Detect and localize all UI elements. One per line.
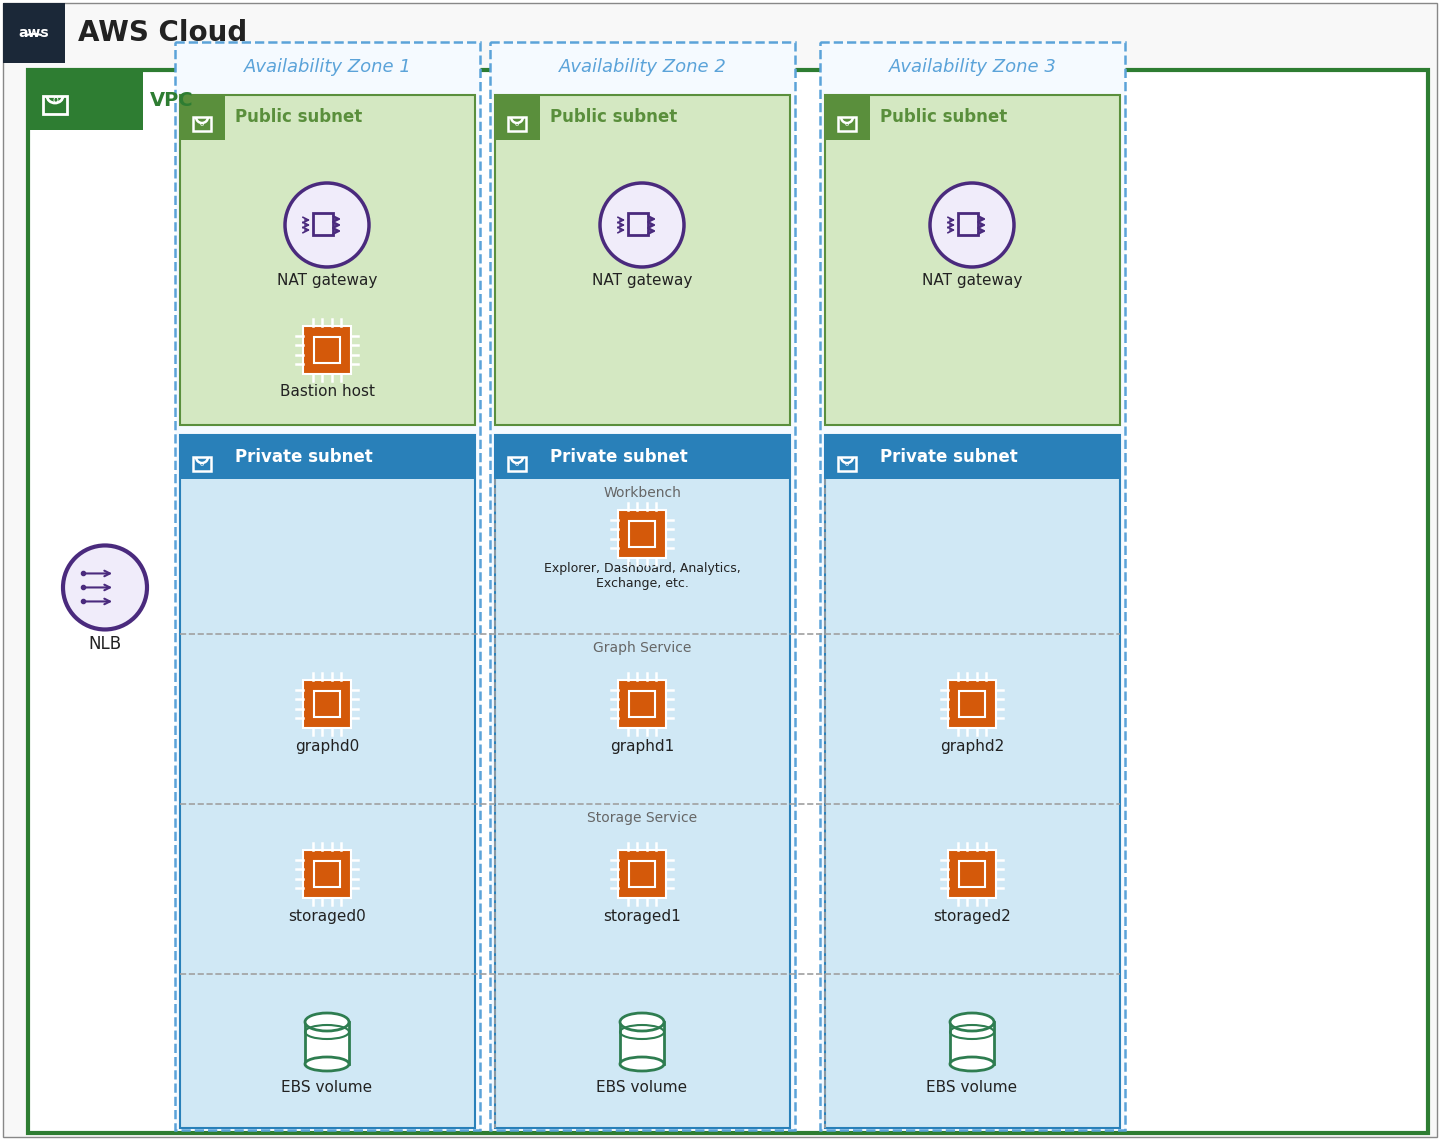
Bar — [825, 435, 1120, 1127]
Bar — [314, 691, 340, 717]
Text: o: o — [200, 461, 204, 467]
Bar — [618, 510, 665, 557]
Text: aws: aws — [19, 26, 49, 40]
Text: o: o — [845, 461, 850, 467]
Text: storaged0: storaged0 — [288, 909, 366, 923]
Circle shape — [600, 184, 684, 267]
Text: Storage Service: Storage Service — [588, 811, 697, 825]
Bar — [495, 95, 791, 425]
Ellipse shape — [305, 1057, 348, 1070]
Bar — [495, 435, 791, 479]
Bar — [27, 70, 143, 130]
Text: Private subnet: Private subnet — [880, 448, 1018, 466]
Bar — [302, 850, 351, 898]
Text: EBS volume: EBS volume — [926, 1080, 1018, 1094]
Bar — [628, 213, 648, 235]
Text: o: o — [845, 121, 850, 127]
Bar — [948, 850, 996, 898]
Bar — [958, 213, 978, 235]
Bar — [180, 435, 475, 1127]
Text: NAT gateway: NAT gateway — [922, 272, 1022, 287]
Text: EBS volume: EBS volume — [281, 1080, 373, 1094]
Circle shape — [63, 545, 147, 629]
Bar — [193, 117, 212, 131]
Bar — [302, 679, 351, 728]
Text: EBS volume: EBS volume — [596, 1080, 687, 1094]
Bar — [825, 95, 1120, 425]
Bar — [314, 336, 340, 364]
Bar — [618, 850, 665, 898]
Ellipse shape — [621, 1013, 664, 1031]
Text: VPC: VPC — [150, 90, 193, 109]
Bar — [629, 861, 655, 887]
Bar — [180, 435, 475, 479]
Text: graphd1: graphd1 — [611, 739, 674, 754]
Bar — [305, 1021, 348, 1064]
Bar — [825, 95, 870, 140]
Text: Private subnet: Private subnet — [550, 448, 688, 466]
Ellipse shape — [950, 1013, 994, 1031]
Bar — [819, 42, 1125, 1130]
Bar — [838, 117, 855, 131]
Bar — [180, 95, 225, 140]
Bar — [3, 3, 65, 63]
Text: AWS Cloud: AWS Cloud — [78, 19, 248, 47]
Bar — [629, 521, 655, 547]
Text: storaged1: storaged1 — [603, 909, 681, 923]
Text: Public subnet: Public subnet — [880, 108, 1007, 127]
Text: Public subnet: Public subnet — [235, 108, 363, 127]
Text: Availability Zone 3: Availability Zone 3 — [888, 58, 1057, 76]
Text: o: o — [516, 461, 520, 467]
Text: storaged2: storaged2 — [933, 909, 1011, 923]
Bar — [495, 435, 791, 1127]
Bar — [495, 95, 540, 140]
Text: NAT gateway: NAT gateway — [276, 272, 377, 287]
Bar — [629, 691, 655, 717]
Text: o: o — [52, 95, 58, 105]
Ellipse shape — [305, 1013, 348, 1031]
Bar — [302, 326, 351, 374]
Bar — [508, 457, 526, 471]
Text: Bastion host: Bastion host — [279, 384, 374, 399]
Bar — [314, 861, 340, 887]
Bar — [180, 95, 475, 425]
Text: graphd2: graphd2 — [940, 739, 1004, 754]
Bar — [490, 42, 795, 1130]
Text: NLB: NLB — [88, 635, 121, 653]
Text: Availability Zone 2: Availability Zone 2 — [559, 58, 726, 76]
Bar — [193, 457, 212, 471]
Bar — [621, 1021, 664, 1064]
Ellipse shape — [621, 1057, 664, 1070]
Text: Private subnet: Private subnet — [235, 448, 373, 466]
Text: Graph Service: Graph Service — [593, 641, 691, 656]
Circle shape — [285, 184, 369, 267]
Ellipse shape — [950, 1057, 994, 1070]
Bar — [508, 117, 526, 131]
Circle shape — [930, 184, 1014, 267]
Bar — [176, 42, 480, 1130]
Bar — [825, 435, 1120, 479]
Text: Availability Zone 1: Availability Zone 1 — [243, 58, 412, 76]
Text: Workbench: Workbench — [603, 486, 681, 500]
Bar — [618, 679, 665, 728]
Bar — [959, 861, 985, 887]
Text: o: o — [200, 121, 204, 127]
Bar — [838, 457, 855, 471]
Bar — [43, 96, 68, 114]
Bar — [950, 1021, 994, 1064]
Text: o: o — [516, 121, 520, 127]
Text: NAT gateway: NAT gateway — [592, 272, 693, 287]
Text: Explorer, Dashboard, Analytics,
Exchange, etc.: Explorer, Dashboard, Analytics, Exchange… — [544, 562, 740, 591]
Bar — [312, 213, 333, 235]
Bar — [948, 679, 996, 728]
Text: Public subnet: Public subnet — [550, 108, 677, 127]
Bar — [959, 691, 985, 717]
Text: graphd0: graphd0 — [295, 739, 359, 754]
